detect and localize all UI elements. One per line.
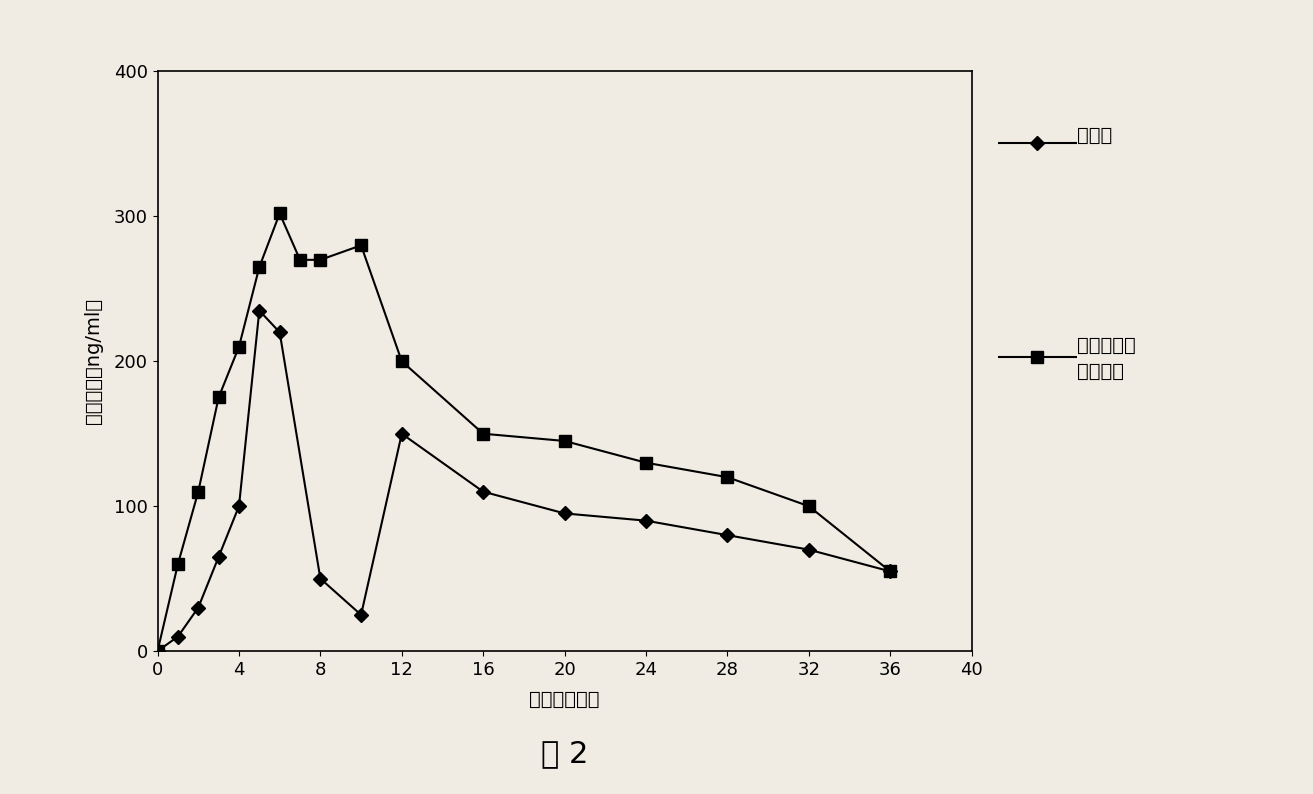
Text: 瑞易宁: 瑞易宁 [1077, 125, 1112, 145]
Y-axis label: 血药浓度（ng/ml）: 血药浓度（ng/ml） [84, 299, 102, 424]
Text: 吵唐制剂: 吵唐制剂 [1077, 362, 1124, 381]
Text: 本发明格列: 本发明格列 [1077, 336, 1136, 355]
X-axis label: 时间（小时）: 时间（小时） [529, 690, 600, 709]
Text: 图 2: 图 2 [541, 739, 588, 769]
